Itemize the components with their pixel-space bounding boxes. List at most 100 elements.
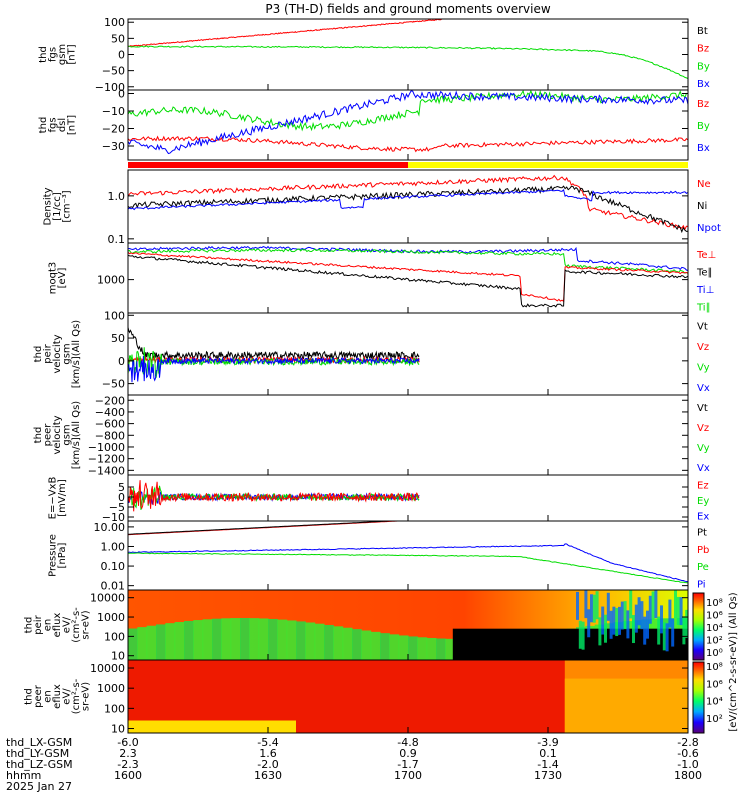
footer-value-3-1: 1630 [254, 769, 282, 782]
peir-spectrogram-low [370, 631, 381, 660]
footer-label-2: thd_LZ-GSM [6, 758, 73, 771]
peir-spectrogram-low [212, 618, 222, 660]
peir-spectrogram-noise [595, 591, 599, 620]
footer-value-3-0: 1600 [114, 769, 142, 782]
peir-spectrogram-noise [640, 601, 644, 630]
peer-en-ytick-label-2: 100 [104, 702, 125, 715]
peer-en-ytick-label-0: 10000 [90, 662, 125, 675]
peir-en-ylabel-0: thd [24, 617, 35, 634]
peir-spectrogram-low [389, 634, 400, 660]
state-bar-segment-0 [128, 162, 408, 168]
peir-en-ytick-label-0: 10000 [90, 592, 125, 605]
fgs-dsl-ylabel-0: thd [38, 117, 49, 134]
peir-spectrogram-noise [578, 620, 582, 649]
footer-value-1-0: 2.3 [119, 747, 137, 760]
peer-spectrogram-low [128, 720, 296, 733]
peir-en-ylabel-3: eflux [52, 613, 63, 638]
colorbar-ion-tick-4: 10⁰ [706, 648, 723, 659]
density-legend-0: Ne [697, 179, 711, 190]
peir-spectrogram-low [128, 628, 138, 660]
peir-spectrogram-low [184, 620, 194, 660]
pressure-legend-1: Pb [697, 545, 709, 556]
peir-spectrogram-void [452, 628, 688, 660]
peir-spectrogram-low [296, 621, 306, 660]
footer-value-2-3: -1.4 [537, 758, 558, 771]
footer-value-1-2: 0.9 [399, 747, 417, 760]
peir-spectrogram-low [417, 637, 428, 660]
peir-spectrogram-noise [634, 604, 638, 633]
footer-value-1-4: -0.6 [677, 747, 698, 760]
fgs-gsm-ytick-label-0: 100 [104, 16, 125, 29]
peir-vel-panel-frame [127, 312, 689, 396]
peer-vel-legend-1: Vz [697, 423, 709, 434]
peir-spectrogram-noise [654, 590, 658, 619]
peir-vel-legend-0: Vt [697, 321, 708, 332]
pressure-legend-3: Pi [697, 579, 706, 590]
peir-spectrogram-noise [671, 618, 675, 647]
peir-spectrogram-noise [643, 616, 647, 645]
peer-vel-ytick-label-4: −1000 [88, 441, 125, 454]
peer-en-ylabel-4: eV/ [62, 688, 73, 705]
peir-en-ytick-label-2: 100 [104, 630, 125, 643]
density-legend-2: Npot [697, 223, 721, 234]
footer-label-3: hhmm [6, 769, 41, 782]
peir-en-ylabel-2: en [43, 619, 54, 632]
peir-spectrogram-noise [668, 599, 672, 628]
footer-value-0-3: -3.9 [537, 736, 558, 749]
efield-legend-1: Ey [697, 496, 709, 507]
peer-vel-ytick-label-2: −600 [95, 418, 125, 431]
pressure-ylabel-0: Pressure [47, 534, 58, 577]
footer-value-2-0: -2.3 [117, 758, 138, 771]
peir-spectrogram-noise [601, 606, 605, 635]
peir-spectrogram-noise [615, 608, 619, 637]
peir-spectrogram-low [230, 618, 241, 660]
peir-vel-legend-3: Vx [697, 383, 710, 394]
footer-value-0-2: -4.8 [397, 736, 418, 749]
colorbar-label: [eV/(cm^2-s-sr-eV)] (All Qs) [728, 592, 739, 731]
peir-spectrogram-low [221, 618, 232, 660]
peir-spectrogram-low [174, 622, 185, 660]
footer-value-1-1: 1.6 [259, 747, 277, 760]
peir-spectrogram-low [165, 623, 176, 660]
peir-en-ylabel-1: peir [33, 614, 44, 634]
peir-vel-ytick-label-1: 50 [111, 332, 125, 345]
peir-vel-ytick-label-2: 0 [118, 355, 125, 368]
pressure-ytick-label-1: 1.00 [101, 540, 126, 553]
colorbar-electron [692, 661, 705, 734]
peer-en-ylabel-3: eflux [52, 684, 63, 709]
pressure-ytick-label-3: 0.01 [101, 580, 126, 593]
peer-en-ylabel-6: sr-eV) [81, 682, 92, 711]
peir-spectrogram-low [240, 618, 250, 660]
peer-vel-ytick-label-0: −200 [95, 394, 125, 407]
fgs-dsl-ytick-label-2: −20 [102, 123, 125, 136]
peir-spectrogram-noise [660, 605, 663, 634]
footer-value-0-4: -2.8 [677, 736, 698, 749]
peir-spectrogram-noise [679, 597, 683, 626]
efield-ytick-label-2: −5 [109, 501, 125, 514]
fgs-dsl-ytick-label-3: −30 [102, 140, 125, 153]
footer-value-2-1: -2.0 [257, 758, 278, 771]
peir-spectrogram-low [426, 637, 437, 660]
fgs-gsm-legend-3: Bx [697, 79, 710, 90]
peir-spectrogram-noise [665, 623, 669, 652]
peir-en-ylabel-6: sr-eV) [81, 610, 92, 639]
peir-spectrogram-noise [626, 610, 630, 639]
fgs-dsl-ytick-label-0: 0 [118, 88, 125, 101]
peir-spectrogram-noise [598, 617, 602, 646]
pressure-legend-0: Pt [697, 528, 707, 539]
fgs-gsm-panel-frame [127, 18, 689, 91]
peir-spectrogram-low [342, 627, 353, 660]
temp-te-par-line [127, 254, 689, 308]
peir-spectrogram-low [258, 618, 269, 660]
efield-ytick-label-1: 0 [118, 491, 125, 504]
efield-legend-2: Ex [697, 511, 709, 522]
chart-title: P3 (TH-D) fields and ground moments over… [265, 2, 550, 16]
peir-spectrogram-noise [590, 594, 593, 623]
peer-vel-panel-frame [127, 394, 689, 476]
peir-spectrogram-noise [676, 596, 680, 625]
peir-vel-ytick-label-0: 100 [104, 309, 125, 322]
density-ytick-label-1: 0.1 [108, 233, 126, 246]
footer-value-2-2: -1.7 [397, 758, 418, 771]
peir-en-ylabel-5: (cm²-s- [71, 607, 82, 643]
density-legend-1: Ni [697, 201, 707, 212]
